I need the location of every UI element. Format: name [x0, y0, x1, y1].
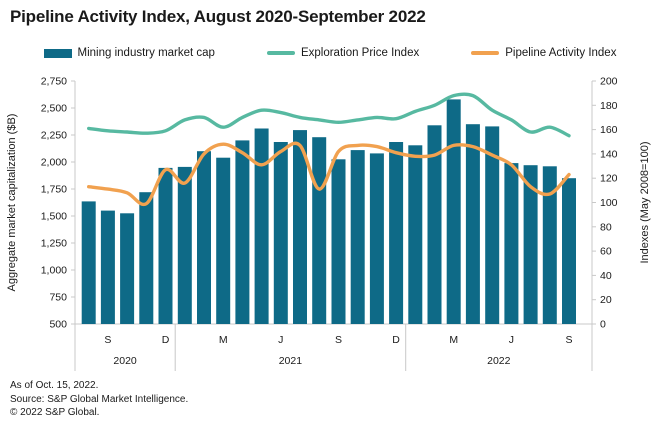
combo-chart-plot: 2,750 2,500 2,250 2,000 1,750 1,500 1,250 1,000… [6, 76, 651, 371]
bar-jul-2022 [523, 165, 538, 324]
x-axis-month-label: J [509, 334, 514, 346]
bar-dec-2020 [158, 167, 173, 324]
bar-jan-2021 [177, 166, 192, 324]
left-axis-tick-label: 1,500 [41, 211, 67, 223]
bar-aug-2021 [312, 137, 327, 324]
as-of-note: As of Oct. 15, 2022. [10, 380, 99, 391]
left-axis-tick-label: 2,250 [41, 130, 67, 142]
left-axis-tick-label: 1,750 [41, 184, 67, 196]
left-axis-tick-label: 1,000 [41, 265, 67, 277]
bar-oct-2020 [120, 213, 135, 324]
bar-mar-2022 [446, 99, 461, 325]
bar-apr-2021 [235, 140, 250, 324]
legend-item-mining-market-cap: Mining industry market cap [43, 47, 215, 59]
x-axis-month-label: S [335, 334, 342, 346]
x-axis-year-label: 2020 [113, 355, 137, 367]
legend-label: Exploration Price Index [300, 47, 420, 59]
left-axis-tick-label: 2,000 [41, 157, 67, 169]
copyright-note: © 2022 S&P Global. [10, 407, 100, 418]
legend-item-exploration-price-index: Exploration Price Index [266, 47, 420, 59]
left-axis-tick-label: 1,250 [41, 238, 67, 250]
left-axis-title: Aggregate market capitalization ($B) [6, 114, 18, 292]
bar-may-2022 [485, 126, 500, 325]
x-axis-month-label: M [449, 334, 458, 346]
bar-jun-2021 [273, 142, 288, 324]
right-axis-title: Indexes (May 2008=100) [639, 142, 651, 264]
bar-jan-2022 [408, 145, 423, 324]
legend-label: Mining industry market cap [77, 47, 215, 59]
right-axis-tick-label: 60 [600, 246, 612, 258]
right-axis-tick-label: 200 [600, 76, 618, 88]
x-axis-month-label: J [278, 334, 283, 346]
source-note: Source: S&P Global Market Intelligence. [10, 393, 189, 405]
bar-dec-2021 [389, 142, 404, 324]
x-axis-month-label: S [104, 334, 111, 346]
footer-notes: As of Oct. 15, 2022. Source: S&P Global … [10, 379, 188, 420]
left-axis-tick-label: 2,750 [41, 76, 67, 88]
bar-feb-2022 [427, 125, 442, 324]
right-axis-tick-label: 80 [600, 221, 612, 233]
bar-sep-2022 [562, 178, 576, 324]
bar-sep-2021 [331, 159, 346, 324]
right-axis-tick-label: 160 [600, 124, 618, 136]
x-axis-month-label: M [219, 334, 228, 346]
x-axis-month-label: D [392, 334, 400, 346]
bar-mar-2021 [216, 157, 231, 324]
x-axis-year-label: 2022 [487, 355, 511, 367]
left-axis-tick-label: 500 [49, 319, 67, 331]
exploration-price-index-line [87, 92, 571, 138]
bar-oct-2021 [350, 150, 365, 324]
bar-feb-2021 [197, 151, 211, 324]
bar-jun-2022 [504, 163, 519, 324]
bar-sep-2020 [100, 210, 115, 324]
chart-title: Pipeline Activity Index, August 2020-Sep… [10, 7, 426, 26]
x-axis-month-label: S [565, 334, 572, 346]
bar-nov-2021 [369, 153, 384, 324]
bar-aug-2022 [542, 166, 557, 324]
right-axis-tick-label: 40 [600, 270, 612, 282]
right-axis-tick-label: 120 [600, 173, 618, 185]
bar-apr-2022 [465, 124, 480, 324]
bar-aug-2020 [81, 201, 96, 324]
line-swatch-icon [266, 51, 295, 55]
right-axis-tick-label: 100 [600, 197, 618, 209]
left-axis-tick-label: 2,500 [41, 103, 67, 115]
bar-may-2021 [254, 128, 269, 324]
legend: Mining industry market cap Exploration P… [0, 44, 660, 62]
pipeline-activity-index-line [87, 141, 571, 207]
bar-nov-2020 [139, 192, 154, 324]
bar-swatch-icon [43, 48, 72, 58]
legend-label: Pipeline Activity Index [505, 47, 617, 59]
right-axis-tick-label: 180 [600, 100, 618, 112]
right-axis-tick-label: 140 [600, 148, 618, 160]
x-axis-month-label: D [162, 334, 170, 346]
right-axis-tick-label: 20 [600, 294, 612, 306]
x-axis-year-label: 2021 [279, 355, 303, 367]
left-axis-tick-label: 750 [49, 292, 67, 304]
line-swatch-icon [471, 51, 500, 55]
bar-jul-2021 [293, 130, 307, 324]
legend-item-pipeline-activity-index: Pipeline Activity Index [471, 47, 616, 59]
right-axis-tick-label: 0 [600, 319, 606, 331]
